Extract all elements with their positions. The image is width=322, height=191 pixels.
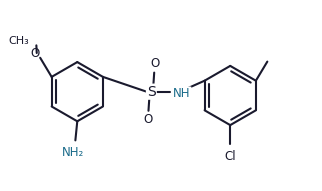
Text: O: O: [30, 46, 39, 60]
Text: NH₂: NH₂: [62, 146, 85, 159]
Text: CH₃: CH₃: [8, 36, 29, 46]
Text: NH: NH: [173, 87, 191, 100]
Text: O: O: [143, 113, 152, 126]
Text: S: S: [147, 85, 156, 99]
Text: Cl: Cl: [224, 150, 236, 163]
Text: O: O: [150, 57, 160, 70]
